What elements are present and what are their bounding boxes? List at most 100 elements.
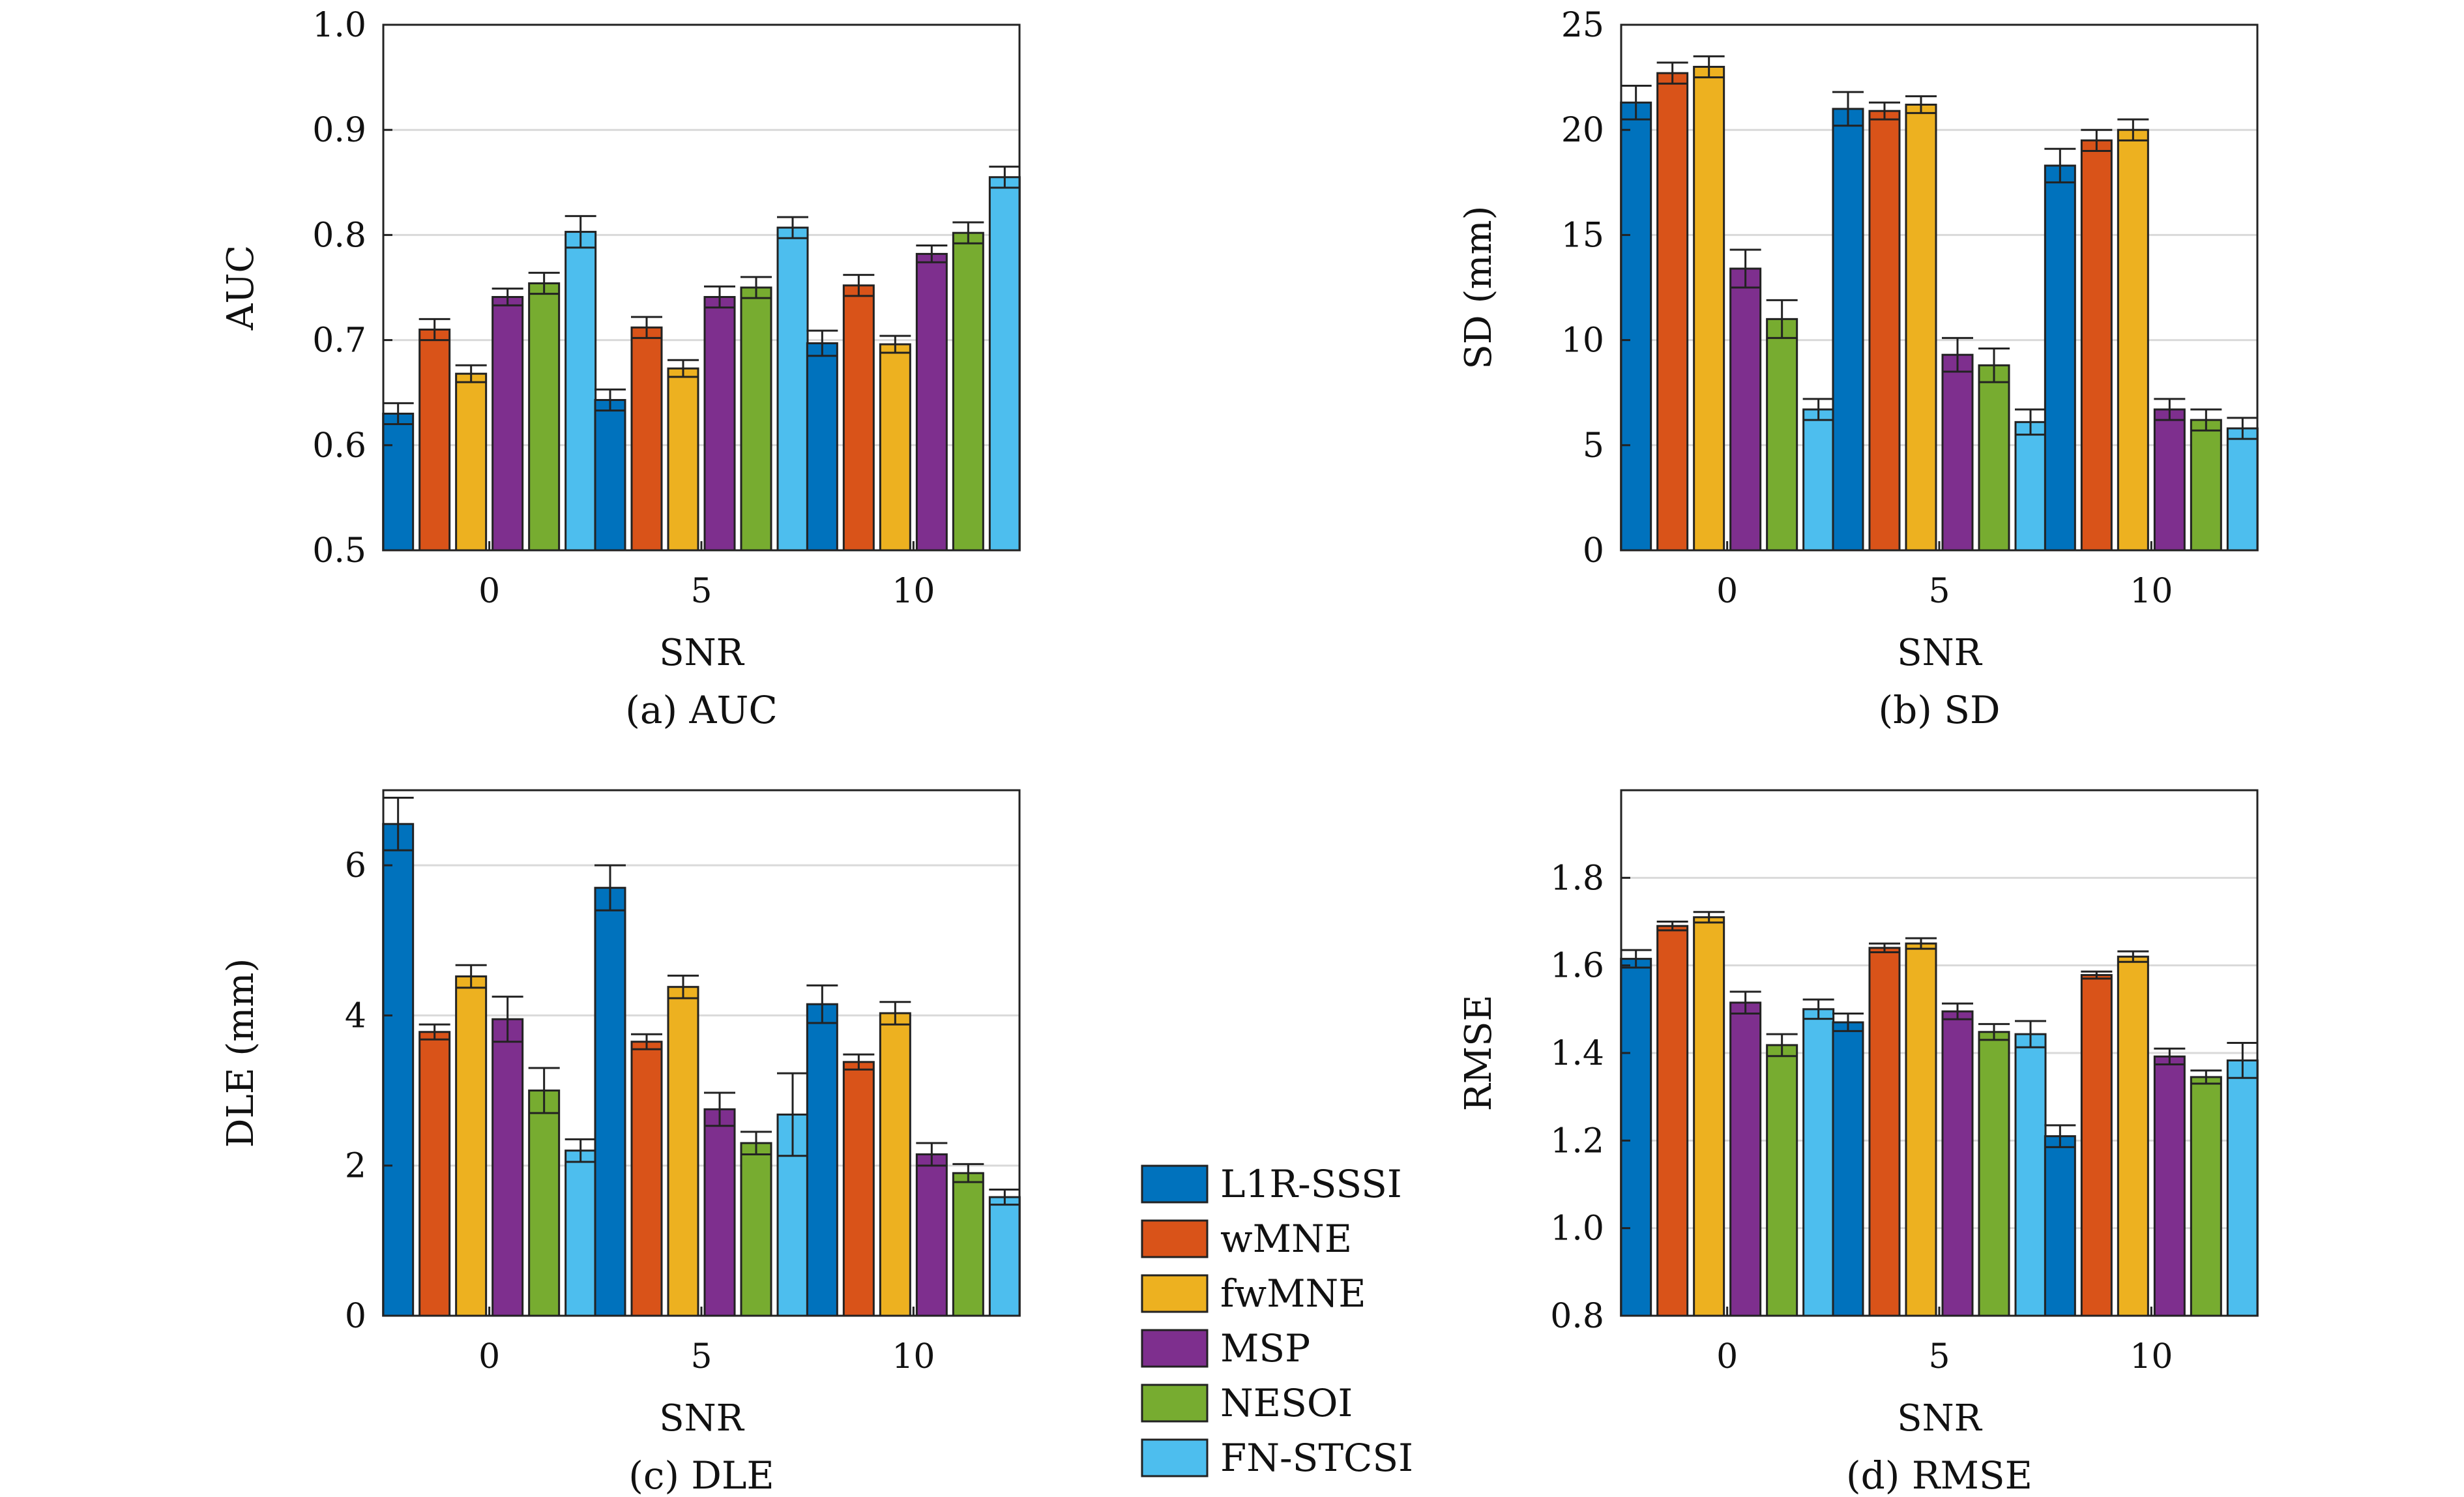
legend-swatch bbox=[1141, 1438, 1209, 1477]
bar-l1r-sssi bbox=[2044, 164, 2076, 552]
bar-nesoi bbox=[740, 1142, 772, 1317]
error-bar bbox=[455, 364, 487, 383]
bar-msp bbox=[491, 296, 524, 552]
x-tick-label: 0 bbox=[1716, 1337, 1738, 1376]
error-bar bbox=[1832, 1013, 1864, 1032]
y-tick-label: 20 bbox=[1561, 111, 1604, 150]
error-bar bbox=[1905, 95, 1937, 114]
bar-fwmne bbox=[1905, 942, 1937, 1317]
error-bar bbox=[2154, 1047, 2186, 1065]
legend-item: MSP bbox=[1141, 1326, 1310, 1371]
error-bar bbox=[1693, 55, 1725, 79]
x-axis-label: SNR bbox=[659, 1397, 744, 1440]
legend-item: wMNE bbox=[1141, 1217, 1352, 1261]
error-bar bbox=[1620, 949, 1652, 969]
y-axis-label: SD (mm) bbox=[1458, 206, 1500, 370]
panel-rmse: 0.8 1.0 1.2 1.4 1.6 1.8 0 5 10 RMSE SNR (d) RMS… bbox=[1458, 789, 2259, 1497]
bars bbox=[1620, 55, 2259, 552]
bar-fwmne bbox=[879, 1012, 911, 1317]
error-bar bbox=[2117, 950, 2149, 963]
error-bar bbox=[631, 1033, 662, 1050]
bar-fn-stcsi bbox=[1802, 1008, 1835, 1317]
y-tick-label: 4 bbox=[345, 996, 366, 1035]
bar-nesoi bbox=[2190, 1076, 2222, 1317]
legend-label: L1R-SSSI bbox=[1220, 1162, 1402, 1206]
legend-label: wMNE bbox=[1220, 1217, 1352, 1261]
panel-caption: (a) AUC bbox=[625, 688, 777, 732]
legend-item: NESOI bbox=[1141, 1381, 1353, 1425]
error-bar bbox=[2044, 1124, 2076, 1148]
bar-wmne bbox=[1656, 72, 1689, 552]
error-bar bbox=[989, 166, 1021, 189]
bar-fwmne bbox=[879, 343, 911, 552]
error-bar bbox=[1832, 91, 1864, 127]
error-bar bbox=[491, 996, 523, 1043]
legend-item: L1R-SSSI bbox=[1141, 1162, 1402, 1206]
bar-wmne bbox=[418, 1031, 451, 1317]
bar-nesoi bbox=[952, 1172, 984, 1317]
error-bar bbox=[1978, 347, 2010, 383]
error-bar bbox=[843, 1053, 875, 1071]
y-tick-label: 1.4 bbox=[1550, 1034, 1604, 1073]
x-tick-label: 10 bbox=[892, 572, 935, 611]
error-bar bbox=[2227, 1042, 2259, 1079]
bar-msp bbox=[1941, 1010, 1974, 1317]
legend-label: FN-STCSI bbox=[1220, 1436, 1413, 1480]
error-bar bbox=[491, 288, 523, 306]
error-bar bbox=[879, 1001, 911, 1026]
y-tick-label: 2 bbox=[345, 1147, 366, 1186]
y-axis-label: AUC bbox=[220, 245, 262, 331]
y-tick-label: 0 bbox=[345, 1297, 366, 1336]
error-bar bbox=[1802, 398, 1834, 421]
error-bar bbox=[704, 1091, 735, 1127]
error-bar bbox=[741, 1131, 772, 1155]
error-bar bbox=[916, 1142, 948, 1167]
bar-fn-stcsi bbox=[2226, 427, 2259, 552]
error-bar bbox=[1656, 921, 1688, 932]
error-bar bbox=[806, 984, 838, 1024]
bar-l1r-sssi bbox=[382, 412, 415, 552]
y-tick-label: 6 bbox=[345, 846, 366, 885]
grid-lines bbox=[1621, 128, 2257, 447]
bar-msp bbox=[1729, 1001, 1762, 1317]
error-bar bbox=[989, 1189, 1021, 1206]
bars bbox=[1620, 911, 2259, 1317]
legend-item: FN-STCSI bbox=[1141, 1436, 1413, 1480]
legend-swatch bbox=[1141, 1274, 1209, 1313]
error-bar bbox=[952, 1163, 984, 1183]
bar-msp bbox=[703, 296, 736, 552]
y-tick-label: 0.7 bbox=[312, 321, 366, 361]
y-tick-label: 1.2 bbox=[1550, 1121, 1604, 1161]
bar-wmne bbox=[2080, 973, 2113, 1317]
grid-lines bbox=[1621, 876, 2257, 1230]
bar-fn-stcsi bbox=[565, 1149, 597, 1317]
error-bar bbox=[1978, 1023, 2010, 1041]
error-bar bbox=[594, 864, 626, 912]
error-bar bbox=[1942, 1002, 1973, 1020]
error-bar bbox=[1620, 84, 1652, 121]
x-tick-label: 5 bbox=[690, 572, 712, 611]
error-bar bbox=[1766, 1033, 1798, 1058]
error-bar bbox=[2015, 1020, 2046, 1048]
legend-label: fwMNE bbox=[1220, 1271, 1366, 1316]
y-tick-label: 0.8 bbox=[1550, 1297, 1604, 1336]
bar-fn-stcsi bbox=[1802, 408, 1835, 552]
error-bar bbox=[916, 245, 948, 263]
legend-label: NESOI bbox=[1220, 1381, 1353, 1425]
error-bar bbox=[1905, 937, 1937, 950]
y-ticks: 0 5 10 15 20 25 bbox=[1561, 6, 1630, 571]
bar-wmne bbox=[2080, 139, 2113, 552]
bars bbox=[382, 166, 1021, 552]
error-bar bbox=[565, 1138, 596, 1163]
error-bar bbox=[418, 1023, 450, 1041]
error-bar bbox=[2081, 128, 2113, 152]
bar-nesoi bbox=[1766, 1044, 1798, 1317]
bar-l1r-sssi bbox=[1832, 108, 1864, 552]
error-bar bbox=[1693, 911, 1725, 924]
y-tick-label: 5 bbox=[1583, 426, 1604, 466]
bar-l1r-sssi bbox=[1832, 1021, 1864, 1317]
x-ticks: 0 5 10 bbox=[478, 1307, 935, 1376]
bar-nesoi bbox=[1978, 1031, 2010, 1317]
error-bar bbox=[2117, 118, 2149, 141]
